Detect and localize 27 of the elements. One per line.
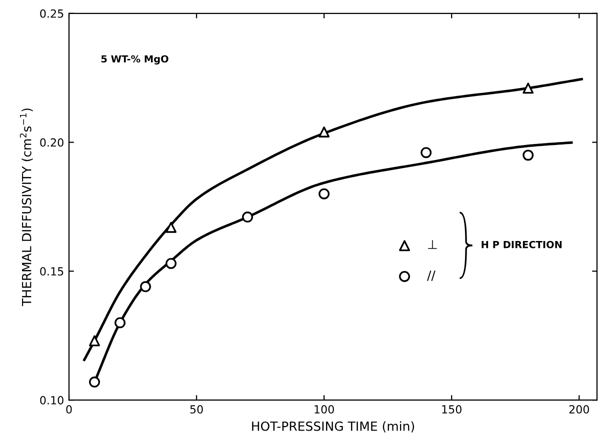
x-tick-label: 200 [569,405,590,414]
x-tick-label: 0 [66,405,72,414]
point [114,317,126,328]
y-axis-title: THERMAL DIFFUSIVITY (cm$^{2}$s$^{−1}$) [20,108,33,306]
point [166,222,177,233]
point [318,126,330,138]
annotation: 5 WT-% MgO [101,55,168,65]
point [140,281,152,292]
y-tick-label: 0.20 [40,138,64,147]
x-tick-label: 50 [190,405,203,414]
y-tick-label: 0.25 [40,9,64,18]
point [522,82,534,94]
legend-label: // [427,270,436,281]
point [89,376,100,388]
legend-label: ⊥ [428,240,437,249]
x-axis-title: HOT-PRESSING TIME (min) [252,421,414,432]
point [242,212,254,223]
y-tick-label: 0.15 [40,267,64,276]
point [89,335,100,346]
point [318,188,330,200]
x-tick-label: 150 [442,405,462,414]
point [522,150,534,161]
point [420,147,432,158]
point [166,258,177,269]
y-tick-label: 0.10 [40,396,64,404]
annotation: H P DIRECTION [482,240,562,248]
x-tick-label: 100 [314,405,334,414]
